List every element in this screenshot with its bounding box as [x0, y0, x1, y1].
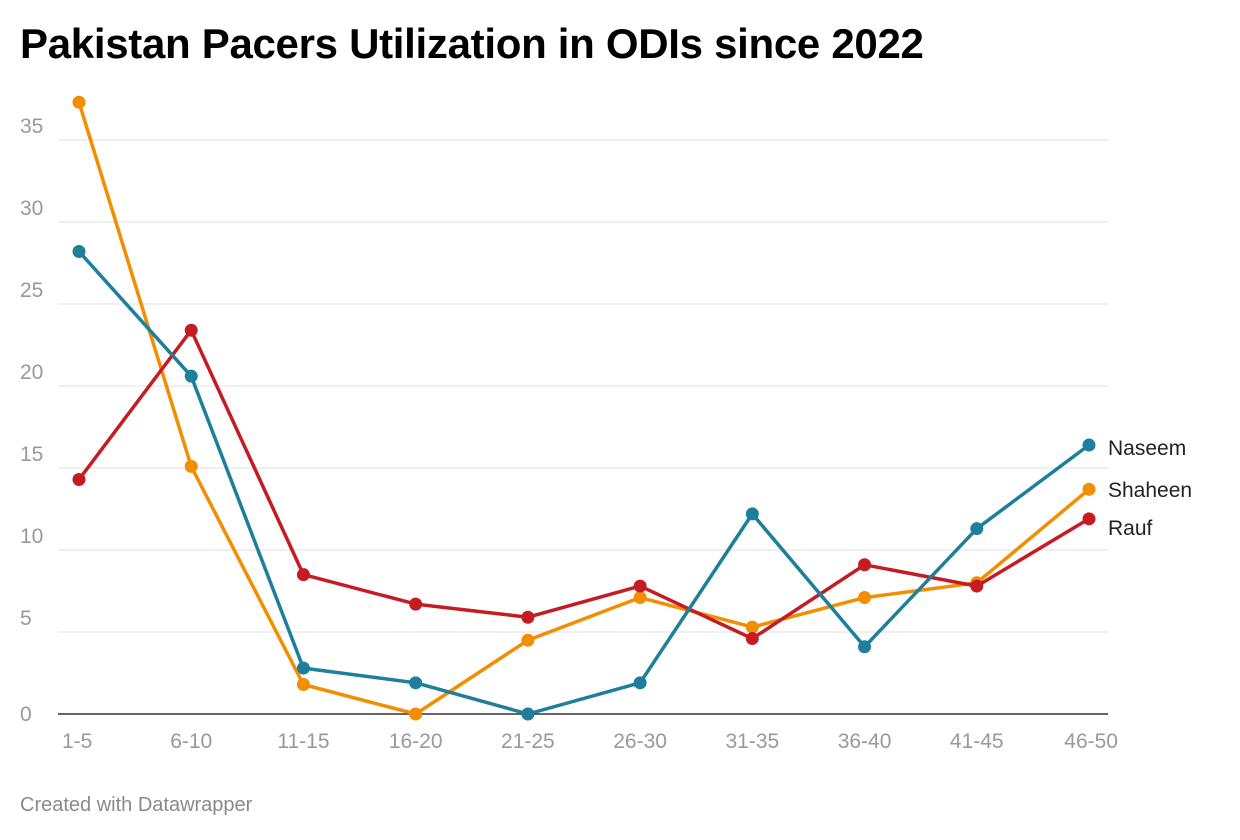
x-tick-label: 1-5 [62, 730, 92, 753]
y-tick-label: 20 [20, 361, 43, 384]
data-point-naseem [633, 676, 647, 690]
data-point-rauf [72, 472, 86, 486]
series-lines [72, 95, 1096, 721]
credit-footer: Created with Datawrapper [20, 794, 253, 816]
data-point-rauf [521, 610, 535, 624]
chart-title: Pakistan Pacers Utilization in ODIs sinc… [20, 20, 924, 67]
data-point-rauf [1082, 512, 1096, 526]
x-tick-label: 26-30 [613, 730, 667, 753]
data-point-rauf [858, 558, 872, 572]
data-point-rauf [409, 597, 423, 611]
data-point-naseem [409, 676, 423, 690]
series-line-rauf [77, 328, 1091, 641]
series-label-naseem: Naseem [1108, 437, 1186, 460]
data-point-rauf [296, 568, 310, 582]
x-tick-label: 6-10 [170, 730, 212, 753]
data-point-shaheen [72, 95, 86, 109]
x-axis-ticks: 1-5 6-10 11-15 16-20 21-25 26-30 31-35 36-40 41-… [62, 730, 1118, 753]
y-tick-label: 10 [20, 525, 43, 548]
data-point-naseem [970, 522, 984, 536]
gridlines [58, 139, 1108, 715]
data-point-naseem [184, 369, 198, 383]
series-line-naseem [77, 249, 1091, 716]
data-point-naseem [1082, 438, 1096, 452]
data-point-rauf [970, 579, 984, 593]
data-point-shaheen [1082, 482, 1096, 496]
y-tick-label: 35 [20, 115, 43, 138]
y-tick-label: 25 [20, 279, 43, 302]
y-tick-label: 15 [20, 443, 43, 466]
series-rauf [72, 323, 1096, 646]
series-label-shaheen: Shaheen [1108, 479, 1192, 502]
data-point-naseem [858, 640, 872, 654]
x-tick-label: 46-50 [1064, 730, 1118, 753]
data-point-shaheen [521, 633, 535, 647]
series-labels: Shaheen Rauf Naseem [1108, 437, 1192, 540]
y-tick-label: 0 [20, 703, 32, 726]
data-point-shaheen [745, 620, 759, 634]
data-point-shaheen [858, 591, 872, 605]
y-tick-label: 5 [20, 607, 32, 630]
data-point-rauf [745, 632, 759, 646]
data-point-shaheen [296, 677, 310, 691]
x-tick-label: 36-40 [838, 730, 892, 753]
data-point-naseem [521, 707, 535, 721]
data-point-naseem [745, 507, 759, 521]
data-point-rauf [184, 323, 198, 337]
data-point-naseem [72, 245, 86, 259]
series-label-rauf: Rauf [1108, 517, 1153, 540]
data-point-naseem [296, 661, 310, 675]
data-point-shaheen [184, 459, 198, 473]
y-axis-ticks: 0 5 10 15 20 25 30 35 [20, 115, 43, 726]
data-point-shaheen [633, 591, 647, 605]
x-tick-label: 31-35 [725, 730, 779, 753]
x-tick-label: 21-25 [501, 730, 555, 753]
series-line-shaheen [77, 100, 1091, 716]
data-point-rauf [633, 579, 647, 593]
y-tick-label: 30 [20, 197, 43, 220]
x-tick-label: 11-15 [277, 730, 329, 753]
data-point-shaheen [409, 707, 423, 721]
x-tick-label: 16-20 [389, 730, 443, 753]
x-tick-label: 41-45 [950, 730, 1004, 753]
series-naseem [72, 245, 1096, 721]
